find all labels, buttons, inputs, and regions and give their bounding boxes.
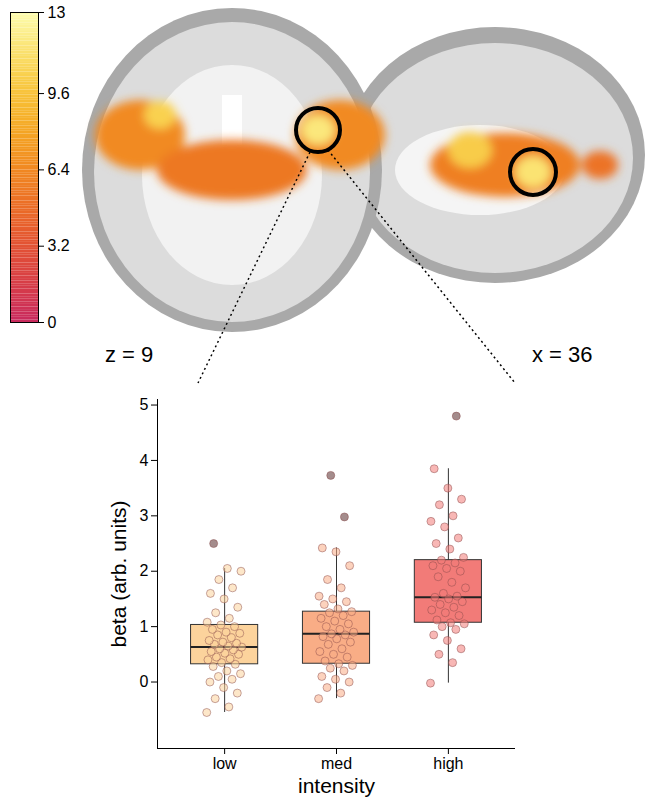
svg-text:6.4: 6.4 — [48, 161, 70, 178]
svg-text:5: 5 — [140, 396, 149, 413]
svg-text:med: med — [321, 755, 352, 772]
svg-text:z = 9: z = 9 — [105, 342, 153, 367]
svg-text:low: low — [213, 755, 237, 772]
svg-text:3.2: 3.2 — [48, 237, 70, 254]
svg-text:1: 1 — [140, 618, 149, 635]
svg-text:x = 36: x = 36 — [532, 342, 593, 367]
svg-text:9.6: 9.6 — [48, 85, 70, 102]
svg-text:high: high — [433, 755, 463, 772]
svg-text:3: 3 — [140, 507, 149, 524]
svg-text:13: 13 — [48, 4, 66, 21]
svg-text:4: 4 — [140, 452, 149, 469]
svg-text:0: 0 — [48, 314, 57, 330]
svg-text:intensity: intensity — [298, 774, 376, 797]
svg-text:0: 0 — [140, 673, 149, 690]
svg-text:2: 2 — [140, 562, 149, 579]
svg-text:beta (arb. units): beta (arb. units) — [107, 500, 130, 647]
